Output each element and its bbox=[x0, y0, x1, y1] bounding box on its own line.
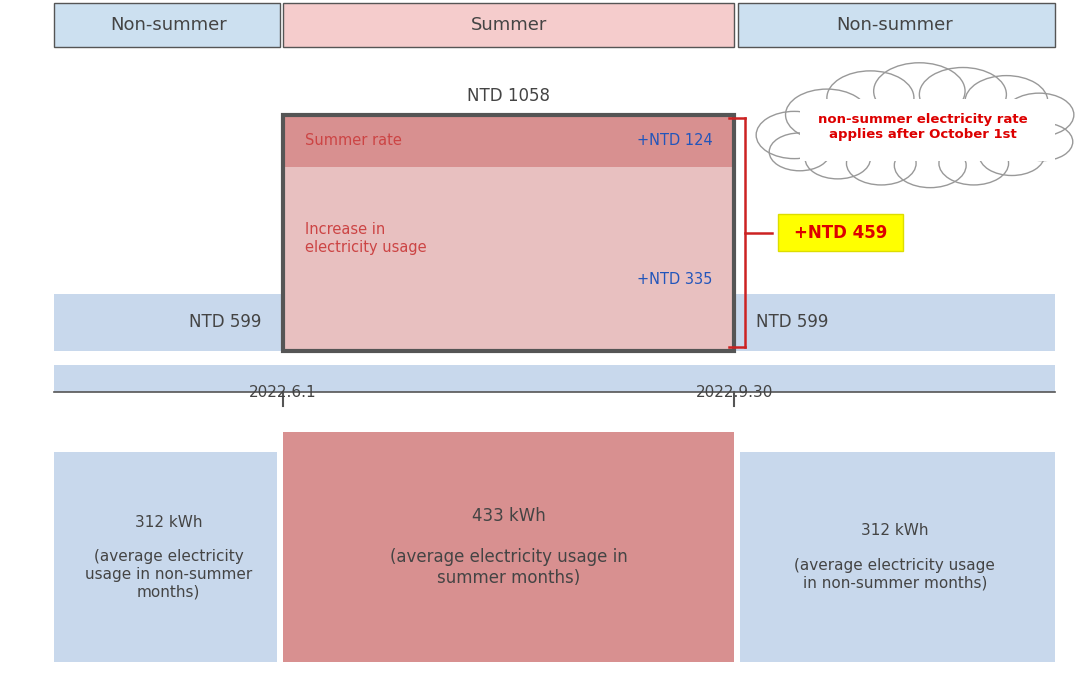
Circle shape bbox=[874, 63, 965, 119]
FancyBboxPatch shape bbox=[778, 214, 903, 251]
Circle shape bbox=[965, 76, 1048, 127]
Text: +NTD 459: +NTD 459 bbox=[794, 223, 887, 242]
Circle shape bbox=[769, 133, 830, 171]
Text: +NTD 335: +NTD 335 bbox=[638, 271, 713, 287]
FancyBboxPatch shape bbox=[54, 294, 1055, 351]
Text: 2022.9.30: 2022.9.30 bbox=[695, 385, 774, 400]
Text: 312 kWh

(average electricity
usage in non-summer
months): 312 kWh (average electricity usage in no… bbox=[85, 514, 252, 599]
Circle shape bbox=[1004, 93, 1074, 136]
FancyBboxPatch shape bbox=[740, 452, 1055, 662]
Circle shape bbox=[805, 138, 870, 179]
Text: Non-summer: Non-summer bbox=[837, 16, 953, 34]
FancyBboxPatch shape bbox=[54, 452, 277, 662]
Text: Non-summer: Non-summer bbox=[110, 16, 227, 34]
Circle shape bbox=[979, 135, 1044, 176]
FancyBboxPatch shape bbox=[283, 432, 734, 662]
Text: NTD 599: NTD 599 bbox=[756, 313, 829, 331]
Text: +NTD 124: +NTD 124 bbox=[636, 133, 713, 148]
Circle shape bbox=[756, 111, 832, 159]
FancyBboxPatch shape bbox=[54, 3, 280, 47]
Text: Increase in
electricity usage: Increase in electricity usage bbox=[305, 223, 426, 255]
Circle shape bbox=[894, 143, 966, 188]
Text: non-summer electricity rate
applies after October 1st: non-summer electricity rate applies afte… bbox=[818, 113, 1027, 141]
FancyBboxPatch shape bbox=[283, 167, 734, 351]
FancyBboxPatch shape bbox=[283, 115, 734, 167]
Text: NTD 1058: NTD 1058 bbox=[467, 86, 551, 105]
FancyBboxPatch shape bbox=[54, 364, 1055, 391]
Text: NTD 599: NTD 599 bbox=[188, 313, 261, 331]
Text: Summer rate: Summer rate bbox=[305, 133, 401, 148]
Circle shape bbox=[846, 142, 916, 185]
Text: Summer: Summer bbox=[470, 16, 547, 34]
Text: 433 kWh

(average electricity usage in
summer months): 433 kWh (average electricity usage in su… bbox=[390, 506, 628, 587]
Circle shape bbox=[939, 142, 1009, 185]
Text: 312 kWh

(average electricity usage
in non-summer months): 312 kWh (average electricity usage in no… bbox=[794, 523, 996, 591]
Circle shape bbox=[786, 89, 868, 140]
Circle shape bbox=[1012, 123, 1073, 161]
Circle shape bbox=[827, 71, 914, 125]
Text: 2022.6.1: 2022.6.1 bbox=[249, 385, 317, 400]
FancyBboxPatch shape bbox=[738, 3, 1055, 47]
FancyBboxPatch shape bbox=[800, 99, 1055, 161]
FancyBboxPatch shape bbox=[283, 3, 734, 47]
Circle shape bbox=[919, 68, 1006, 122]
